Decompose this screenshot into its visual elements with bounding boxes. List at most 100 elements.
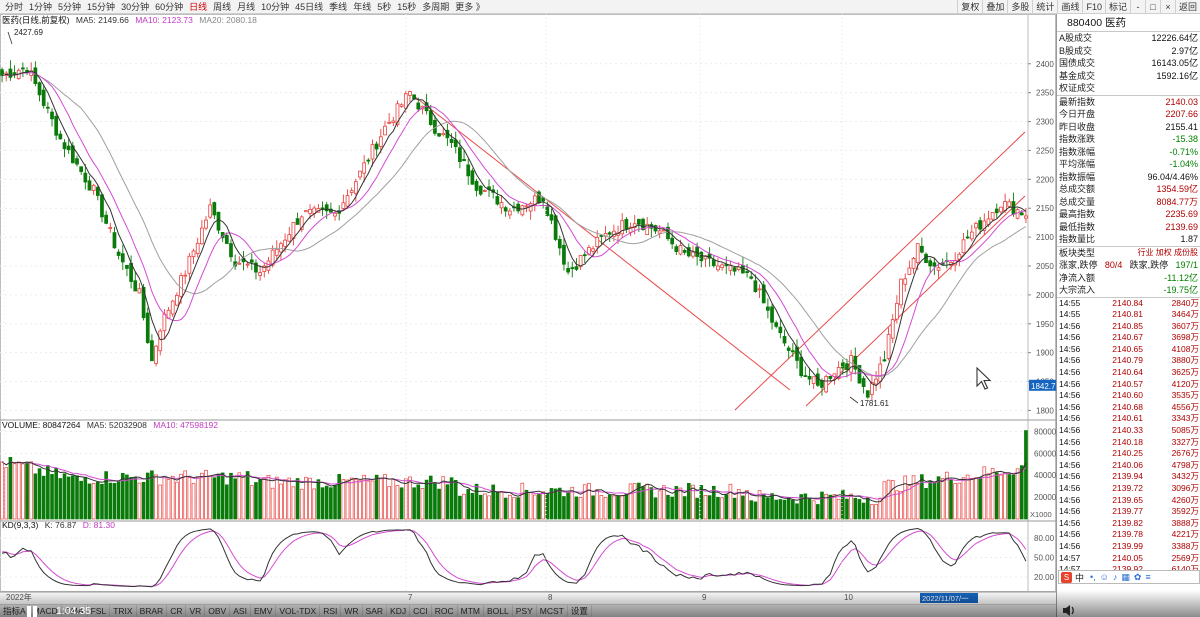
main-chart-title: 医药(日线,前复权)	[2, 15, 70, 25]
candle-body	[678, 245, 683, 255]
candle-body	[524, 205, 529, 208]
volume-bar	[616, 495, 620, 520]
tick-row: 14:56 2140.57 4120万	[1057, 379, 1200, 391]
indicator-tab[interactable]: CR	[167, 605, 187, 617]
indicator-tab[interactable]: MACD	[30, 605, 62, 617]
indicator-tab[interactable]: ASI	[230, 605, 251, 617]
volume-bar	[179, 473, 183, 520]
volume-title: VOLUME: 80847264	[2, 420, 81, 430]
kd-k-line	[2, 527, 1027, 588]
candle-body	[91, 184, 96, 191]
price-axis-label: 2150	[1036, 204, 1054, 213]
indicator-tab[interactable]: VR	[186, 605, 206, 617]
period-tab[interactable]: 季线	[329, 1, 348, 12]
indicator-tab[interactable]: SAR	[363, 605, 388, 617]
period-tab[interactable]: 月线	[237, 1, 256, 12]
indicator-tab[interactable]: 设置	[568, 605, 592, 617]
window-control-button[interactable]: □	[1144, 0, 1160, 14]
indicator-tab[interactable]: VOL-TDX	[276, 605, 321, 617]
volume-bar	[541, 491, 545, 520]
info-label: 权证成交	[1059, 83, 1096, 93]
toolbar-button[interactable]: 返回	[1174, 0, 1200, 14]
period-tab[interactable]: 15秒	[397, 1, 417, 12]
candle-body	[574, 266, 579, 270]
pause-icon[interactable]	[26, 606, 38, 617]
toolbar-button[interactable]: 多股	[1007, 0, 1032, 14]
indicator-tab[interactable]: OBV	[205, 605, 231, 617]
info-label: 总成交量	[1059, 196, 1096, 207]
period-tab[interactable]: 5秒	[377, 1, 392, 12]
ime-mic-icon[interactable]: ♪	[1112, 572, 1118, 582]
period-tab[interactable]: 10分钟	[261, 1, 290, 12]
ime-skin-icon[interactable]: ✿	[1133, 571, 1142, 582]
indicator-tab[interactable]: FSL	[88, 605, 111, 617]
ime-emoji-icon[interactable]: ☺	[1099, 572, 1109, 582]
indicator-tab[interactable]: DMA	[62, 605, 88, 617]
period-tab[interactable]: 5分钟	[58, 1, 82, 12]
price-axis-label: 1900	[1036, 349, 1054, 358]
candle-body	[957, 253, 962, 260]
tick-trade-list[interactable]: 14:55 2140.84 2840万 14:55 2140.81 3464万 14:56 2…	[1057, 298, 1200, 576]
volume-bar	[33, 473, 38, 520]
indicator-tab[interactable]: BOLL	[484, 605, 513, 617]
volume-bar	[553, 488, 558, 520]
period-tab[interactable]: 更多 》	[455, 1, 485, 12]
toolbar-button[interactable]: 画线	[1057, 0, 1082, 14]
indicator-tab[interactable]: MCST	[537, 605, 568, 617]
period-tab[interactable]: 周线	[213, 1, 232, 12]
ime-keyboard-icon[interactable]: ▦	[1121, 571, 1130, 582]
indicator-tab[interactable]: KDJ	[387, 605, 411, 617]
ime-toolbar[interactable]: S 中 •, ☺ ♪ ▦ ✿ ≡	[1058, 570, 1200, 584]
volume-bar	[41, 475, 46, 520]
board-type-value[interactable]: 行业 加权 成份股	[1137, 247, 1198, 257]
down-count-value: 197/1	[1175, 260, 1198, 270]
window-control-button[interactable]: -	[1129, 0, 1145, 14]
indicator-tab[interactable]: EMV	[251, 605, 277, 617]
candle-body	[308, 209, 312, 214]
chart-area[interactable]: 2400 2350 2300 2250 2200 2150 2100 2050 2000 1950…	[0, 14, 1056, 604]
volume-bar	[932, 482, 937, 520]
candle-body	[258, 272, 262, 276]
tick-price: 2140.65	[1112, 343, 1143, 354]
tick-price: 2140.61	[1112, 413, 1143, 424]
ime-menu-icon[interactable]: ≡	[1145, 572, 1151, 582]
candle-body	[982, 220, 987, 231]
indicator-tab[interactable]: MTM	[458, 605, 484, 617]
indicator-tab[interactable]: CCI	[410, 605, 432, 617]
toolbar-button[interactable]: 统计	[1032, 0, 1057, 14]
kd-title: KD(9,3,3)	[2, 520, 39, 530]
period-tab[interactable]: 年线	[353, 1, 372, 12]
candle-body	[254, 262, 258, 273]
period-tab[interactable]: 分时	[5, 1, 24, 12]
toolbar-button[interactable]: 复权	[957, 0, 982, 14]
tick-row: 14:56 2139.78 4221万	[1057, 529, 1200, 541]
candle-body	[145, 312, 150, 343]
indicator-tab[interactable]: ROC	[432, 605, 458, 617]
period-tab[interactable]: 多周期	[422, 1, 450, 12]
period-tab[interactable]: 1分钟	[29, 1, 53, 12]
indicator-tab[interactable]: TRIX	[110, 605, 137, 617]
ime-mode[interactable]: 中	[1075, 572, 1085, 583]
ime-punct-icon[interactable]: •,	[1090, 572, 1096, 582]
indicator-tab[interactable]: PSY	[513, 605, 537, 617]
period-tab[interactable]: 15分钟	[87, 1, 116, 12]
toolbar-button[interactable]: 叠加	[982, 0, 1007, 14]
volume-bar	[574, 496, 579, 520]
candle-body	[279, 243, 283, 253]
period-tab[interactable]: 45日线	[295, 1, 324, 12]
toolbar-button[interactable]: F10	[1082, 0, 1105, 14]
volume-bar	[953, 483, 957, 520]
candle-body	[969, 231, 974, 240]
indicator-tab[interactable]: RSI	[320, 605, 342, 617]
volume-bar	[799, 494, 803, 520]
period-tab[interactable]: 60分钟	[155, 1, 184, 12]
indicator-tab[interactable]: WR	[341, 605, 363, 617]
period-tab[interactable]: 30分钟	[121, 1, 150, 12]
volume-icon[interactable]	[1062, 604, 1076, 617]
indicator-tab[interactable]: BRAR	[137, 605, 168, 617]
period-tab[interactable]: 日线	[189, 1, 208, 12]
volume-bar	[245, 471, 250, 520]
window-control-button[interactable]: ×	[1159, 0, 1175, 14]
toolbar-button[interactable]: 标记	[1104, 0, 1130, 14]
candle-body	[932, 262, 937, 267]
